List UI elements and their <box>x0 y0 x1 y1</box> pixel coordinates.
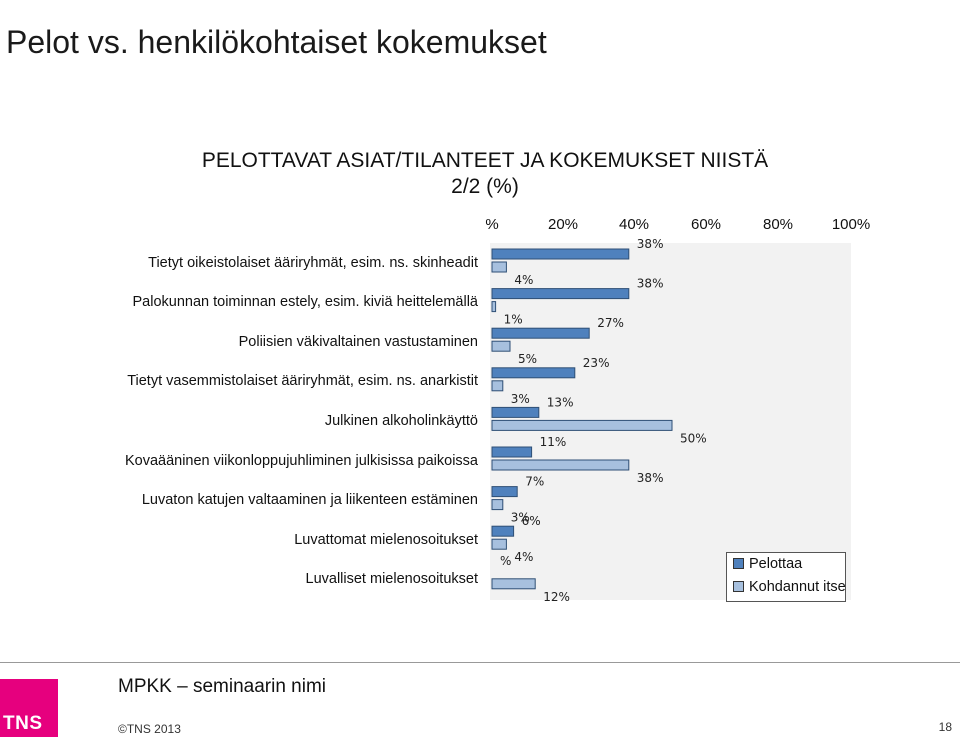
category-label: Kovaääninen viikonloppujuhliminen julkis… <box>124 453 478 469</box>
data-label: 23% <box>583 356 610 370</box>
data-label: 50% <box>680 431 707 445</box>
bar-pelottaa <box>491 525 515 537</box>
data-label: 7% <box>525 475 544 489</box>
chart-title: PELOTTAVAT ASIAT/TILANTEET JA KOKEMUKSET… <box>140 148 830 200</box>
bar-pelottaa <box>491 288 630 300</box>
data-label: 13% <box>547 395 574 409</box>
bar-pelottaa <box>491 367 576 379</box>
x-tick-label: 20% <box>547 216 579 233</box>
bar-kohdannut <box>491 261 507 273</box>
data-label: 4% <box>514 550 533 564</box>
data-label: 3% <box>511 392 530 406</box>
data-label: 3% <box>511 511 530 525</box>
bar-kohdannut <box>491 340 511 352</box>
footer-divider <box>0 662 960 663</box>
page-number: 18 <box>938 720 952 734</box>
bar-kohdannut <box>491 578 536 590</box>
slide-title: Pelot vs. henkilökohtaiset kokemukset <box>6 24 547 60</box>
x-tick-label: 60% <box>690 216 722 233</box>
bar-kohdannut <box>491 380 504 392</box>
copyright: ©TNS 2013 <box>118 722 181 736</box>
chart-title-line-2: 2/2 (%) <box>451 175 519 198</box>
category-label: Tietyt oikeistolaiset ääriryhmät, esim. … <box>148 255 478 271</box>
data-label: 38% <box>637 277 664 291</box>
category-label: Palokunnan toiminnan estely, esim. kiviä… <box>132 294 479 310</box>
data-label: 1% <box>504 313 523 327</box>
x-axis-ticks: % 20% 40% 60% 80% 100% <box>0 216 960 236</box>
data-label: 6% <box>522 514 541 528</box>
data-label: 5% <box>518 352 537 366</box>
legend-swatch <box>733 557 744 569</box>
legend-label: Kohdannut itse <box>749 579 846 595</box>
category-label: Poliisien väkivaltainen vastustaminen <box>238 334 478 350</box>
data-label: % <box>500 554 511 568</box>
data-label: 38% <box>637 237 664 251</box>
legend-item-pelottaa: Pelottaa <box>733 556 802 576</box>
tns-logo: TNS <box>0 679 58 737</box>
bar-kohdannut <box>491 538 507 550</box>
chart-title-line-1: PELOTTAVAT ASIAT/TILANTEET JA KOKEMUKSET… <box>201 149 769 172</box>
bar-kohdannut <box>491 419 673 431</box>
category-label: Luvaton katujen valtaaminen ja liikentee… <box>141 492 478 508</box>
x-tick-label: % <box>485 216 499 233</box>
bar-kohdannut <box>491 499 504 511</box>
bar-pelottaa <box>491 327 590 339</box>
x-tick-label: 100% <box>831 216 871 233</box>
category-label: Julkinen alkoholinkäyttö <box>324 413 478 429</box>
x-tick-label: 40% <box>618 216 650 233</box>
data-label: 27% <box>597 316 624 330</box>
data-label: 4% <box>514 273 533 287</box>
category-label: Luvattomat mielenosoitukset <box>294 532 478 548</box>
bar-pelottaa <box>491 248 630 260</box>
legend-swatch <box>733 580 744 592</box>
data-label: 38% <box>637 471 664 485</box>
legend-item-kohdannut: Kohdannut itse <box>733 579 846 599</box>
data-label: 12% <box>543 590 570 604</box>
category-label: Tietyt vasemmistolaiset ääriryhmät, esim… <box>127 373 478 389</box>
bar-pelottaa <box>491 446 533 458</box>
bar-pelottaa <box>491 486 518 498</box>
bar-kohdannut <box>491 301 497 313</box>
data-label: 11% <box>540 435 567 449</box>
footer-title: MPKK – seminaarin nimi <box>118 676 327 697</box>
x-tick-label: 80% <box>762 216 794 233</box>
logo-text: TNS <box>3 713 43 734</box>
bar-pelottaa <box>491 406 540 418</box>
legend: Pelottaa Kohdannut itse <box>726 552 846 602</box>
bar-kohdannut <box>491 459 630 471</box>
category-label: Luvalliset mielenosoitukset <box>305 571 478 587</box>
legend-label: Pelottaa <box>749 556 803 572</box>
